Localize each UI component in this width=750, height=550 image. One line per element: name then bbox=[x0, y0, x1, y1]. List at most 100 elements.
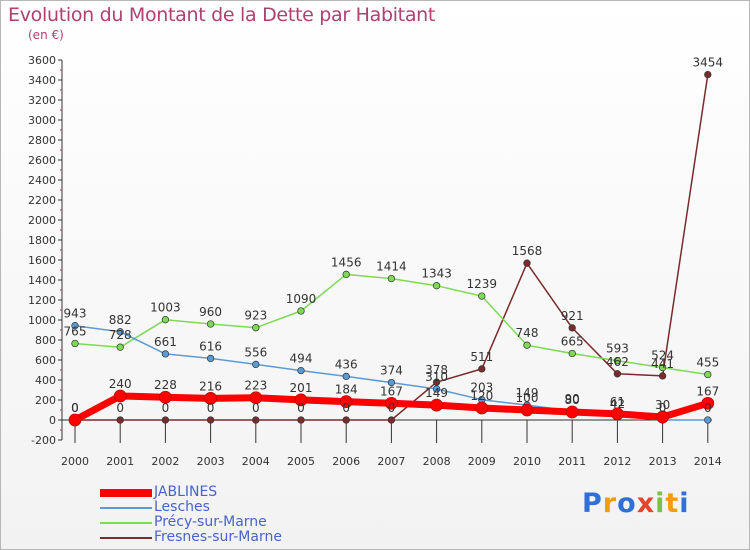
legend-label: Précy-sur-Marne bbox=[154, 514, 267, 530]
data-point bbox=[116, 328, 124, 336]
data-point bbox=[432, 385, 441, 393]
x-tick-label: 2014 bbox=[694, 455, 722, 468]
data-point bbox=[568, 349, 576, 358]
data-point bbox=[704, 370, 712, 379]
y-tick-label: 800 bbox=[35, 334, 56, 347]
data-point bbox=[161, 416, 170, 424]
data-label: 167 bbox=[696, 384, 719, 398]
data-point bbox=[161, 350, 170, 358]
y-tick-label: 3400 bbox=[28, 74, 56, 87]
x-tick-label: 2000 bbox=[61, 455, 89, 468]
y-tick-label: 2800 bbox=[28, 134, 56, 147]
data-label: 0 bbox=[207, 401, 215, 415]
data-label: 310 bbox=[425, 370, 448, 384]
data-label: 462 bbox=[606, 355, 629, 369]
data-point bbox=[432, 282, 441, 290]
data-label: 748 bbox=[516, 326, 539, 340]
data-label: 728 bbox=[109, 328, 132, 342]
data-point bbox=[611, 407, 624, 421]
data-label: 511 bbox=[470, 350, 493, 364]
x-tick-label: 2003 bbox=[197, 455, 225, 468]
data-label: 921 bbox=[561, 309, 584, 323]
data-point bbox=[520, 403, 534, 417]
data-label: 923 bbox=[244, 309, 267, 323]
data-point bbox=[297, 416, 305, 424]
data-label: 0 bbox=[388, 401, 396, 415]
x-tick-label: 2005 bbox=[287, 455, 315, 468]
data-label: 184 bbox=[335, 383, 358, 397]
data-point bbox=[475, 401, 489, 415]
data-point bbox=[658, 372, 667, 380]
data-label: 149 bbox=[425, 386, 448, 400]
data-point bbox=[523, 341, 531, 349]
y-tick-label: 2600 bbox=[28, 154, 56, 167]
data-label: 167 bbox=[380, 384, 403, 398]
data-point bbox=[478, 292, 486, 300]
data-point bbox=[613, 370, 622, 378]
data-label: 436 bbox=[335, 357, 358, 371]
chart-title: Evolution du Montant de la Dette par Hab… bbox=[8, 4, 436, 26]
data-label: 665 bbox=[561, 335, 584, 349]
data-point bbox=[252, 360, 260, 369]
x-tick-label: 2001 bbox=[106, 455, 134, 468]
proxiti-logo: Proxiti bbox=[582, 488, 690, 519]
data-label: 80 bbox=[565, 393, 580, 407]
data-point bbox=[565, 405, 579, 419]
data-point bbox=[113, 389, 127, 403]
data-point bbox=[342, 416, 350, 424]
data-label: 943 bbox=[64, 307, 87, 321]
data-point bbox=[249, 391, 263, 405]
x-tick-label: 2012 bbox=[603, 455, 631, 468]
data-label: 201 bbox=[290, 381, 313, 395]
y-tick-label: 3200 bbox=[28, 94, 56, 107]
data-point bbox=[613, 357, 622, 365]
legend-swatch bbox=[100, 489, 152, 497]
data-label: 0 bbox=[162, 401, 170, 415]
y-tick-label: 2400 bbox=[28, 174, 56, 187]
data-label: 149 bbox=[516, 386, 539, 400]
data-point bbox=[568, 324, 576, 332]
y-tick-label: 2200 bbox=[28, 194, 56, 207]
data-point bbox=[478, 365, 486, 373]
legend-label: Fresnes-sur-Marne bbox=[154, 529, 282, 545]
data-label: 61 bbox=[610, 395, 625, 409]
y-tick-label: 3600 bbox=[28, 54, 56, 67]
data-label: 765 bbox=[64, 325, 87, 339]
x-tick-label: 2007 bbox=[377, 455, 405, 468]
data-point bbox=[387, 416, 396, 424]
data-label: 0 bbox=[659, 401, 667, 415]
x-tick-label: 2010 bbox=[513, 455, 541, 468]
data-point bbox=[339, 395, 353, 408]
data-label: 0 bbox=[71, 401, 79, 415]
data-label: 441 bbox=[651, 357, 674, 371]
x-tick-label: 2008 bbox=[423, 455, 451, 468]
data-point bbox=[342, 372, 350, 381]
data-point bbox=[71, 322, 79, 330]
data-label: 1343 bbox=[421, 267, 452, 281]
y-tick-label: 400 bbox=[35, 374, 56, 387]
y-tick-label: 2000 bbox=[28, 214, 56, 227]
data-label: 374 bbox=[380, 364, 403, 378]
data-label: 556 bbox=[244, 345, 267, 359]
data-label: 882 bbox=[109, 313, 132, 327]
data-point bbox=[159, 390, 172, 404]
data-label: 1239 bbox=[467, 277, 498, 291]
data-point bbox=[297, 307, 305, 315]
data-point bbox=[294, 393, 308, 407]
data-label: 3454 bbox=[693, 56, 724, 70]
x-tick-label: 2002 bbox=[151, 455, 179, 468]
data-label: 100 bbox=[516, 391, 539, 405]
data-point bbox=[342, 270, 350, 279]
data-label: 960 bbox=[199, 305, 222, 319]
data-point bbox=[297, 366, 305, 375]
data-point bbox=[523, 259, 531, 267]
data-point bbox=[430, 398, 443, 412]
y-tick-label: 1400 bbox=[28, 274, 56, 287]
y-tick-label: 200 bbox=[35, 394, 56, 407]
data-label: 0 bbox=[252, 401, 260, 415]
data-point bbox=[704, 416, 712, 424]
data-point bbox=[206, 354, 215, 363]
data-point bbox=[658, 363, 667, 372]
data-label: 42 bbox=[610, 397, 625, 411]
